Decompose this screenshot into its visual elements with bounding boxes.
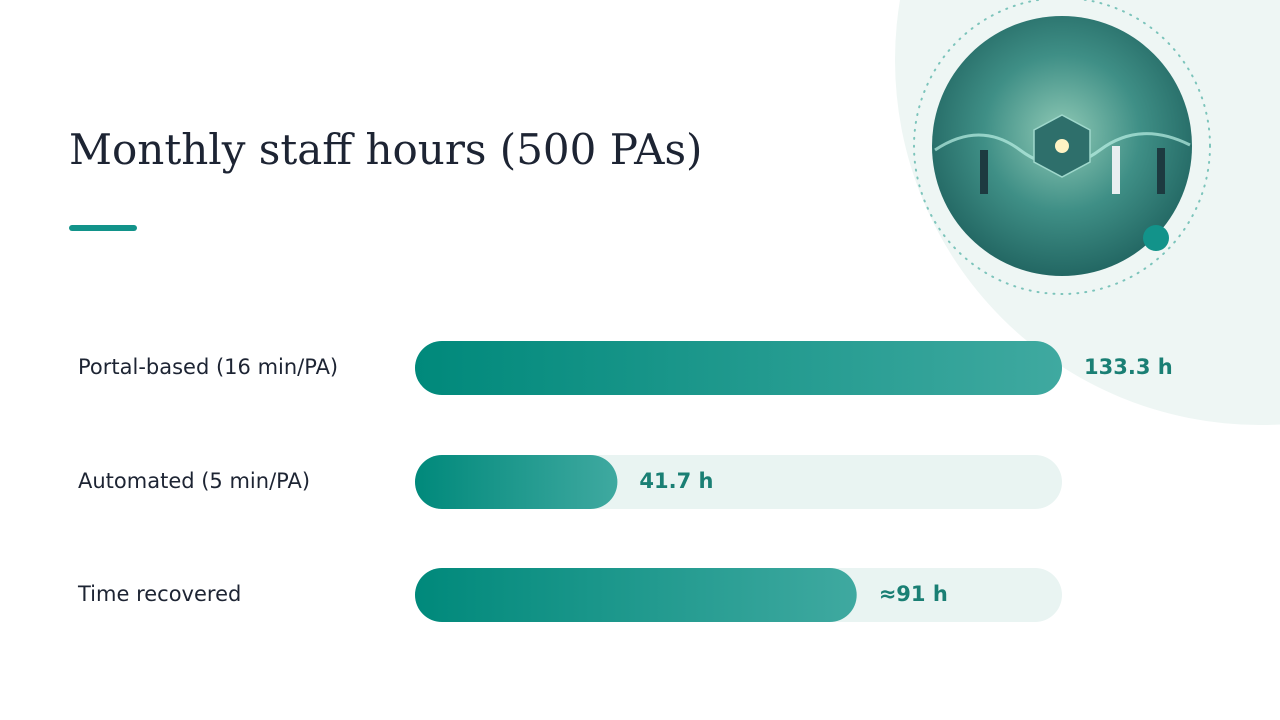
bar — [415, 568, 857, 622]
title-accent — [69, 225, 137, 231]
bar — [415, 455, 618, 509]
category-label: Time recovered — [77, 582, 241, 606]
illustration-figure — [1157, 148, 1165, 194]
category-label: Portal-based (16 min/PA) — [78, 355, 338, 379]
value-label: 41.7 h — [639, 469, 713, 493]
bar-chart: Portal-based (16 min/PA) 133.3 h Automated… — [77, 341, 1173, 622]
dotted-ring — [913, 0, 1211, 295]
chart-title: Monthly staff hours (500 PAs) — [69, 125, 702, 174]
bar — [415, 341, 1062, 395]
value-label: 133.3 h — [1084, 355, 1173, 379]
value-label: ≈91 h — [879, 582, 948, 606]
accent-dot — [1143, 225, 1169, 251]
category-label: Automated (5 min/PA) — [78, 469, 310, 493]
illustration-figure — [1112, 146, 1120, 194]
illustration-figure — [980, 150, 988, 194]
illustration-light — [1055, 139, 1069, 153]
